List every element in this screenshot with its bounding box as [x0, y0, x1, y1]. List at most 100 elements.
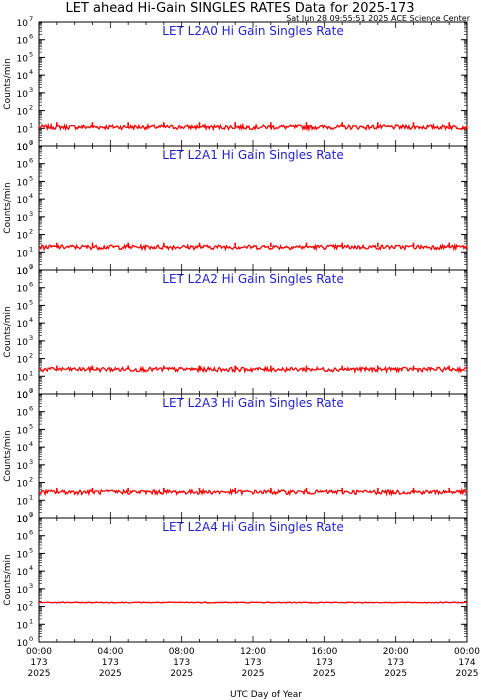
- y-tick-exponent: 1: [29, 121, 33, 129]
- series-line: [38, 365, 468, 374]
- y-tick-label: 10: [17, 497, 29, 507]
- y-tick-exponent: 7: [29, 511, 33, 519]
- y-tick-label: 10: [17, 391, 29, 401]
- x-tick-year: 2025: [170, 669, 193, 679]
- x-tick-day: 173: [173, 658, 190, 668]
- y-tick-exponent: 7: [29, 387, 33, 395]
- panel-title: LET L2A2 Hi Gain Singles Rate: [162, 272, 343, 286]
- y-tick-label: 10: [17, 285, 29, 295]
- y-tick-exponent: 2: [29, 352, 33, 360]
- panel-frame: [38, 145, 468, 271]
- y-axis-label: Counts/min: [3, 182, 13, 233]
- y-tick-exponent: 4: [29, 564, 33, 572]
- y-tick-label: 10: [17, 249, 29, 259]
- y-axis-label: Counts/min: [3, 306, 13, 357]
- figure-title: LET ahead Hi-Gain SINGLES RATES Data for…: [65, 1, 414, 16]
- y-tick-label: 10: [17, 90, 29, 100]
- y-tick-exponent: 0: [29, 139, 33, 147]
- y-tick-label: 10: [17, 232, 29, 242]
- panel-title: LET L2A4 Hi Gain Singles Rate: [162, 520, 343, 534]
- y-tick-exponent: 3: [29, 334, 33, 342]
- y-tick-label: 10: [17, 639, 29, 649]
- y-tick-exponent: 6: [29, 405, 33, 413]
- timestamp: Sat Jun 28 09:55:51 2025 ACE Science Cen…: [286, 14, 471, 23]
- y-tick-exponent: 3: [29, 582, 33, 590]
- x-tick-time: 00:00: [454, 647, 480, 657]
- y-tick-exponent: 5: [29, 546, 33, 554]
- panel-frame: [38, 393, 468, 519]
- y-tick-exponent: 6: [29, 157, 33, 165]
- y-tick-label: 10: [17, 604, 29, 614]
- y-tick-exponent: 3: [29, 210, 33, 218]
- y-tick-label: 10: [17, 302, 29, 312]
- x-tick-day: 173: [316, 658, 333, 668]
- y-tick-exponent: 4: [29, 68, 33, 76]
- y-axis-label: Counts/min: [3, 554, 13, 605]
- y-tick-label: 10: [17, 143, 29, 153]
- y-tick-label: 10: [17, 196, 29, 206]
- y-tick-exponent: 2: [29, 228, 33, 236]
- x-tick-day: 173: [387, 658, 404, 668]
- y-tick-label: 10: [17, 267, 29, 277]
- y-tick-exponent: 1: [29, 493, 33, 501]
- x-tick-time: 16:00: [311, 647, 337, 657]
- x-tick-day: 174: [458, 658, 475, 668]
- x-tick-year: 2025: [456, 669, 479, 679]
- y-tick-label: 10: [17, 550, 29, 560]
- y-tick-label: 10: [17, 586, 29, 596]
- y-tick-exponent: 2: [29, 104, 33, 112]
- x-tick-year: 2025: [28, 669, 51, 679]
- y-axis-label: Counts/min: [3, 58, 13, 109]
- series-line: [39, 601, 468, 604]
- y-tick-exponent: 2: [29, 600, 33, 608]
- y-tick-label: 10: [17, 320, 29, 330]
- y-tick-label: 10: [17, 515, 29, 525]
- panel-frame: [38, 269, 468, 395]
- y-tick-exponent: 4: [29, 316, 33, 324]
- y-tick-label: 10: [17, 409, 29, 419]
- y-tick-label: 10: [17, 72, 29, 82]
- y-tick-label: 10: [17, 444, 29, 454]
- y-tick-exponent: 0: [29, 263, 33, 271]
- y-tick-exponent: 1: [29, 617, 33, 625]
- series-line: [38, 242, 468, 252]
- y-tick-label: 10: [17, 462, 29, 472]
- y-tick-label: 10: [17, 161, 29, 171]
- x-tick-day: 173: [30, 658, 47, 668]
- y-tick-exponent: 1: [29, 369, 33, 377]
- y-axis-label: Counts/min: [3, 430, 13, 481]
- y-tick-exponent: 0: [29, 635, 33, 643]
- y-tick-exponent: 5: [29, 422, 33, 430]
- y-tick-exponent: 3: [29, 458, 33, 466]
- x-tick-time: 20:00: [383, 647, 409, 657]
- y-tick-label: 10: [17, 178, 29, 188]
- y-tick-exponent: 6: [29, 281, 33, 289]
- y-tick-label: 10: [17, 515, 29, 525]
- x-axis-label: UTC Day of Year: [230, 690, 302, 700]
- x-tick-time: 08:00: [169, 647, 195, 657]
- y-tick-exponent: 2: [29, 476, 33, 484]
- y-tick-exponent: 5: [29, 298, 33, 306]
- y-tick-exponent: 7: [29, 263, 33, 271]
- x-tick-time: 12:00: [240, 647, 266, 657]
- x-axis-labels: 00:00173202504:00173202508:00173202512:0…: [26, 647, 480, 679]
- y-tick-exponent: 5: [29, 174, 33, 182]
- panel-title: LET L2A1 Hi Gain Singles Rate: [162, 148, 343, 162]
- y-tick-label: 10: [17, 373, 29, 383]
- x-tick-year: 2025: [242, 669, 265, 679]
- y-tick-exponent: 3: [29, 86, 33, 94]
- y-tick-exponent: 7: [29, 139, 33, 147]
- y-tick-label: 10: [17, 480, 29, 490]
- y-tick-exponent: 6: [29, 33, 33, 41]
- panel-title: LET L2A0 Hi Gain Singles Rate: [162, 24, 343, 38]
- y-tick-label: 10: [17, 54, 29, 64]
- y-tick-label: 10: [17, 533, 29, 543]
- y-tick-exponent: 4: [29, 440, 33, 448]
- y-tick-label: 10: [17, 267, 29, 277]
- x-tick-year: 2025: [384, 669, 407, 679]
- y-tick-label: 10: [17, 37, 29, 47]
